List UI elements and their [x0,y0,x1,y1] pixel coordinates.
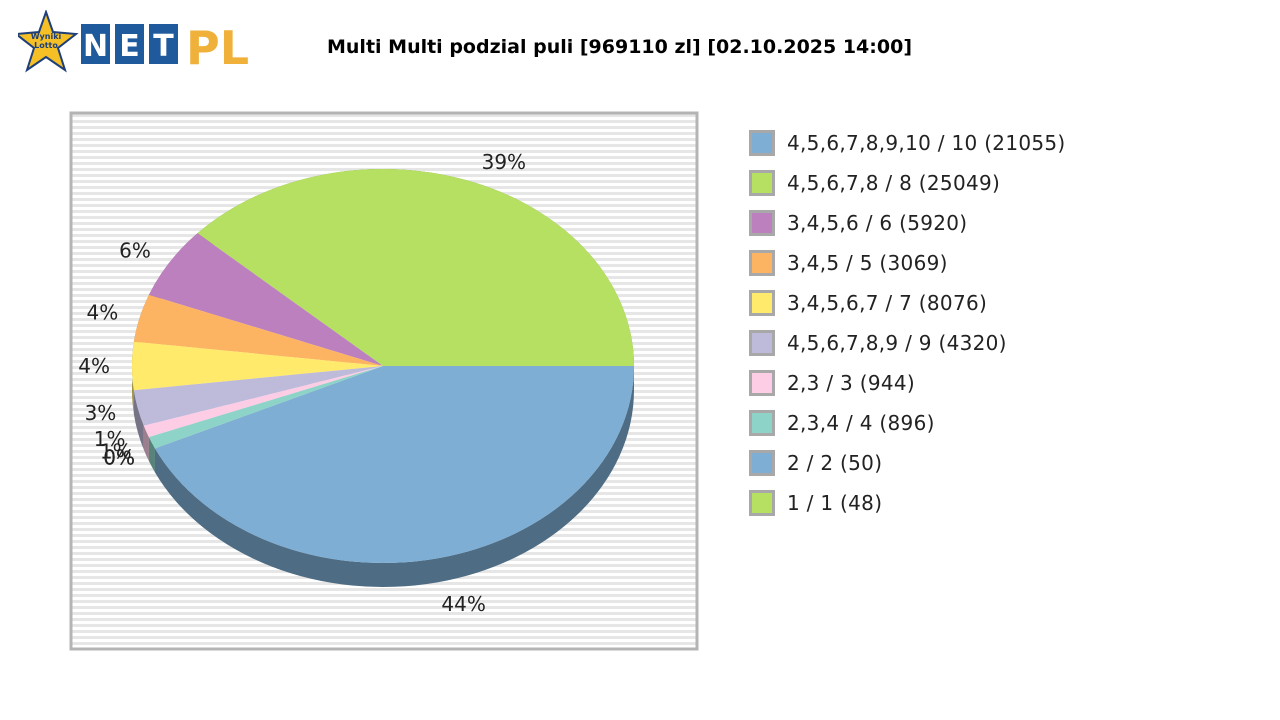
pie-slice-0 [154,366,634,564]
logo-letter-n: N [83,29,108,64]
pie-slice-1 [197,168,634,366]
logo-star [18,10,79,73]
legend-swatch [749,210,775,236]
legend-label: 4,5,6,7,8,9,10 / 10 (21055) [787,131,1066,155]
legend-label: 2,3 / 3 (944) [787,371,916,395]
legend-item: 4,5,6,7,8,9,10 / 10 (21055) [749,123,1066,163]
pie-slice-5 [133,366,383,426]
legend-item: 1 / 1 (48) [749,483,1066,523]
pie-slice-4 [132,341,383,391]
legend-swatch [749,250,775,276]
legend-swatch [749,330,775,356]
legend-swatch [749,490,775,516]
logo-letter-t: T [153,29,174,64]
pie-value-label-9: 0% [103,446,135,470]
legend-item: 3,4,5,6,7 / 7 (8076) [749,283,1066,323]
pie-value-label-2: 6% [119,239,151,263]
legend-item: 3,4,5 / 5 (3069) [749,243,1066,283]
legend-label: 3,4,5 / 5 (3069) [787,251,948,275]
chart-title: Multi Multi podzial puli [969110 zl] [02… [327,36,913,58]
pie-value-label-3: 4% [87,301,119,325]
legend-item: 3,4,5,6 / 6 (5920) [749,203,1066,243]
legend-label: 2 / 2 (50) [787,451,883,475]
legend-swatch [749,130,775,156]
legend-label: 4,5,6,7,8 / 8 (25049) [787,171,1001,195]
legend-item: 2,3 / 3 (944) [749,363,1066,403]
pie-side-6 [143,425,149,462]
logo-suffix: PL [186,21,249,75]
pie-value-label-4: 4% [78,354,110,378]
pie-slice-6 [143,366,383,438]
pie-chart: 44%39%6%4%4%3%1%1%0%0% [69,111,699,651]
logo-badge-text-2: Lotto [34,41,58,50]
legend-item: 4,5,6,7,8,9 / 9 (4320) [749,323,1066,363]
pie-labels: 44%39%6%4%4%3%1%1%0%0% [78,150,526,616]
legend-swatch [749,170,775,196]
legend-swatch [749,290,775,316]
pie-value-label-0: 44% [441,592,485,616]
legend-label: 4,5,6,7,8,9 / 9 (4320) [787,331,1007,355]
legend-label: 2,3,4 / 4 (896) [787,411,935,435]
pie-value-label-7: 1% [100,439,132,463]
pie-value-label-5: 3% [85,401,117,425]
legend-item: 2,3,4 / 4 (896) [749,403,1066,443]
pie-side-5 [133,390,144,450]
pie-value-label-1: 39% [482,150,526,174]
legend-swatch [749,450,775,476]
logo-letter-e: E [119,29,140,64]
legend-label: 3,4,5,6 / 6 (5920) [787,211,968,235]
legend-label: 1 / 1 (48) [787,491,883,515]
legend-item: 2 / 2 (50) [749,443,1066,483]
logo-badge-text-1: Wyniki [31,32,62,41]
legend-swatch [749,410,775,436]
pie-slice-7 [148,366,383,449]
chart-legend: 4,5,6,7,8,9,10 / 10 (21055) 4,5,6,7,8 / 8… [749,123,1066,523]
pie-value-label-6: 1% [94,427,126,451]
legend-item: 4,5,6,7,8 / 8 (25049) [749,163,1066,203]
legend-swatch [749,370,775,396]
pie-slice-3 [133,294,383,366]
pie-value-label-8: 0% [103,446,135,470]
pie-slice-2 [148,233,383,366]
pie-slices [132,168,634,564]
netpl-logo: Wyniki Lotto N E T PL [18,10,249,75]
pie-side-7 [148,437,155,473]
legend-label: 3,4,5,6,7 / 7 (8076) [787,291,988,315]
